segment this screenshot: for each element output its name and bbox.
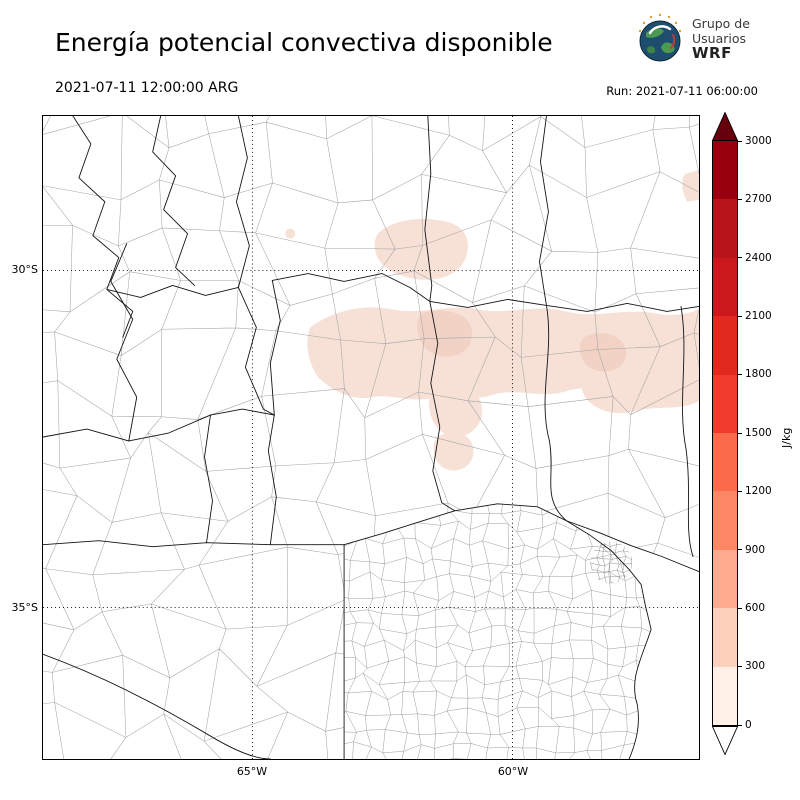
- colorbar-tick-mark: [738, 490, 742, 492]
- colorbar-tick-label: 600: [745, 601, 766, 614]
- colorbar-tick-label: 2100: [745, 309, 772, 322]
- colorbar-unit-label: J/kg: [780, 427, 793, 448]
- colorbar-tick-label: 1800: [745, 368, 772, 381]
- colorbar-segment: [713, 608, 737, 667]
- cape-shade-center-lobe: [429, 380, 482, 438]
- colorbar-tick-mark: [738, 724, 742, 726]
- colorbar-segment: [713, 666, 737, 725]
- colorbar-tick-label: 3000: [745, 134, 772, 147]
- lon-tick-60w: 60°W: [497, 765, 529, 778]
- colorbar-tick-mark: [738, 666, 742, 668]
- colorbar-tick-mark: [738, 549, 742, 551]
- logo-globe-icon: [638, 13, 682, 62]
- colorbar-tick-label: 900: [745, 543, 766, 556]
- lon-tick-65w: 65°W: [236, 765, 268, 778]
- cape-shade-speck: [285, 228, 296, 239]
- colorbar-tick-label: 0: [745, 718, 752, 731]
- colorbar-tick-mark: [738, 315, 742, 317]
- colorbar-segment: [713, 549, 737, 609]
- colorbar-tick-mark: [738, 257, 742, 259]
- logo-text-line2: Usuarios: [692, 30, 747, 46]
- colorbar-tick-label: 1200: [745, 485, 772, 498]
- lat-lon-gridlines: [43, 116, 699, 759]
- valid-time-label: 2021-07-11 12:00:00 ARG: [55, 80, 239, 96]
- colorbar-tick-mark: [738, 432, 742, 434]
- colorbar-tick-mark: [738, 607, 742, 609]
- colorbar-segment: [713, 257, 737, 317]
- colorbar-tick-mark: [738, 374, 742, 376]
- colorbar-extend-over-arrow: [712, 112, 738, 141]
- colorbar-segment: [713, 491, 737, 550]
- colorbar-tick-label: 2400: [745, 251, 772, 264]
- gba-dense-mesh: [590, 541, 633, 584]
- colorbar-segment: [713, 374, 737, 433]
- colorbar: [712, 140, 738, 726]
- lat-tick-35s: 35°S: [11, 601, 38, 614]
- logo-text-line1: Grupo de: [692, 15, 750, 31]
- logo: Grupo de Usuarios WRF: [634, 12, 750, 64]
- page-title: Energía potencial convectiva disponible: [55, 28, 553, 57]
- colorbar-ticks: 3000 2700 2400 2100 1800 1500 1200 900 600 300 0: [738, 136, 790, 730]
- colorbar-tick-label: 300: [745, 660, 766, 673]
- colorbar-tick-label: 1500: [745, 426, 772, 439]
- colorbar-extend-under-arrow: [712, 726, 738, 755]
- run-time-label: Run: 2021-07-11 06:00:00: [606, 84, 758, 98]
- cape-shade-topright: [682, 169, 699, 202]
- colorbar-segment: [713, 199, 737, 258]
- cape-shade-right-edge: [661, 349, 699, 388]
- colorbar-segment: [713, 432, 737, 492]
- colorbar-segment: [713, 141, 737, 200]
- cape-shade-medium-2: [579, 333, 627, 372]
- buenos-aires-department-mesh: [344, 503, 652, 759]
- cape-shading-layer: [285, 169, 699, 471]
- colorbar-tick-mark: [738, 140, 742, 142]
- province-borders: [42, 115, 700, 760]
- colorbar-tick-label: 2700: [745, 193, 772, 206]
- logo-text-wrf: WRF: [692, 43, 732, 62]
- cape-shade-medium-1: [417, 310, 473, 357]
- cape-shade-lower-patch: [433, 432, 474, 471]
- lat-tick-30s: 30°S: [11, 263, 38, 276]
- department-boundaries-mesh: [43, 116, 699, 759]
- logo-text: Grupo de Usuarios WRF: [692, 16, 750, 61]
- map-frame: [42, 115, 700, 760]
- colorbar-segment: [713, 316, 737, 375]
- colorbar-tick-mark: [738, 198, 742, 200]
- map-plot: [42, 115, 700, 760]
